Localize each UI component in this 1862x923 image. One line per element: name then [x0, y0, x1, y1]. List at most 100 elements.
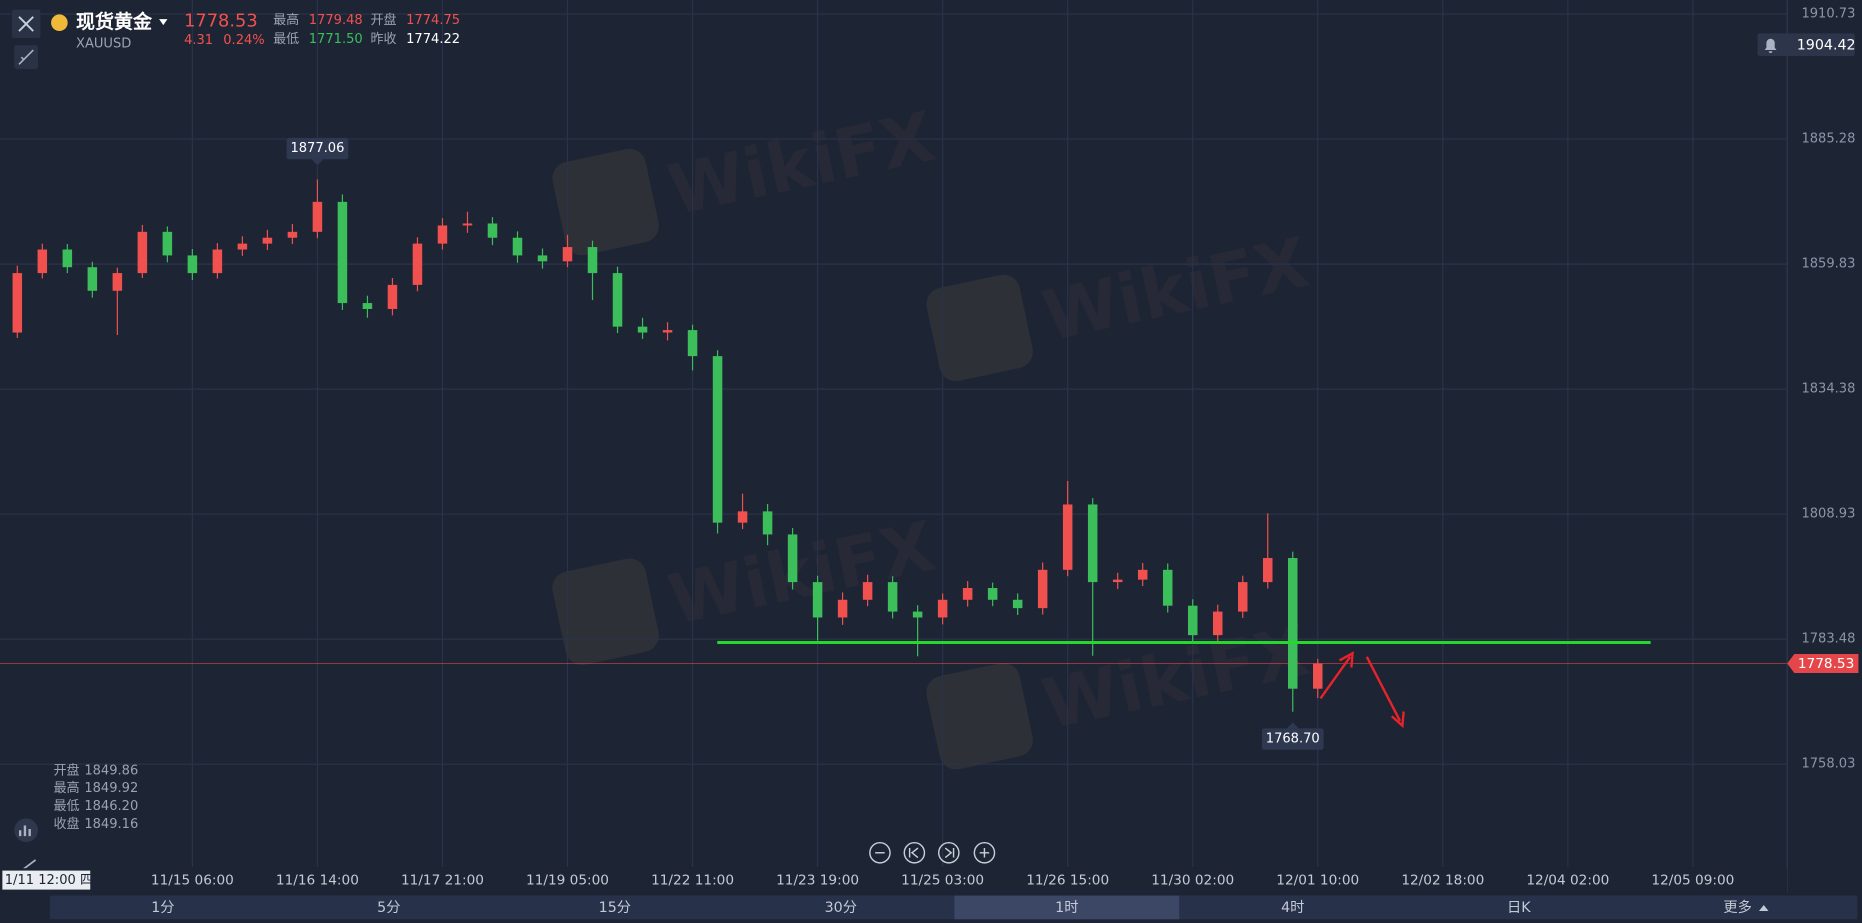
x-tick-label: 11/26 15:00: [1026, 873, 1109, 889]
timeframe-tab[interactable]: 1分: [151, 899, 174, 916]
high-label: 1877.06: [290, 141, 344, 156]
timeframe-bar: [49, 895, 1858, 920]
candle-body: [1087, 504, 1098, 583]
stat-label: 最高: [273, 12, 299, 28]
stat-value: 1774.75: [406, 13, 460, 28]
stat-label: 昨收: [371, 32, 397, 47]
candle-body: [687, 330, 698, 357]
x-tick-label: 11/30 02:00: [1151, 873, 1234, 889]
header: 现货黄金 XAUUSD 1778.53 4.31 0.24% 最高 1779.4…: [11, 9, 460, 70]
zoom-controls: [869, 841, 996, 864]
candle-body: [1212, 611, 1223, 636]
timeframe-tab[interactable]: 15分: [599, 899, 631, 916]
plot: 1877.06 1768.70: [0, 137, 1788, 750]
watermark-emblem: [926, 274, 1033, 382]
candle-body: [362, 303, 373, 309]
candle-body: [237, 243, 248, 250]
price-tag: [1787, 654, 1859, 674]
readout-value: 1849.16: [84, 817, 138, 832]
candle-body: [1263, 558, 1273, 583]
candle-body: [587, 247, 598, 274]
candle-body: [1237, 582, 1248, 612]
label-box: [1261, 728, 1324, 750]
zoom-out[interactable]: [869, 841, 891, 864]
icon: [944, 847, 955, 859]
candle-body: [737, 511, 748, 523]
timeframe-tabs: 1分 5分 15分 30分 1时 4时 日K 更多: [151, 895, 1769, 920]
y-tick-label: 1834.38: [1801, 382, 1855, 397]
stat-label: 最低: [273, 32, 299, 47]
x-tick-label: 11/22 11:00: [651, 873, 734, 889]
readout-label: 收盘: [53, 816, 79, 832]
y-tick-label: 1910.73: [1801, 7, 1855, 22]
x-tick-label: 11/23 19:00: [776, 873, 859, 889]
candle-body: [887, 582, 898, 612]
candle-body: [387, 284, 398, 309]
candle-body: [512, 237, 523, 256]
candle-body: [37, 249, 48, 274]
timeframe-tab[interactable]: 日K: [1507, 900, 1531, 916]
readout-label: 最低: [53, 799, 79, 814]
candle-body: [537, 255, 548, 262]
candle-body: [862, 582, 873, 600]
dropdown-caret[interactable]: [159, 19, 168, 26]
readout-value: 1849.92: [84, 781, 138, 796]
candle-body: [1062, 504, 1073, 570]
candle-body: [212, 249, 223, 274]
candle-body: [12, 273, 23, 333]
arrow-head: [1338, 651, 1354, 668]
candle-body: [1162, 569, 1173, 606]
readout-label: 最高: [53, 780, 79, 796]
candle-body: [187, 255, 198, 274]
candle-body: [787, 534, 798, 583]
readout-value: 1849.86: [84, 763, 138, 778]
x-tick-label: 12/04 02:00: [1526, 873, 1609, 889]
stat-label: 开盘: [371, 12, 397, 28]
more-caret: [1758, 905, 1769, 911]
arrow-down: [1365, 656, 1402, 722]
timeframe-tab[interactable]: 1时: [1055, 899, 1078, 916]
candle-body: [562, 247, 573, 262]
candle-body: [962, 587, 973, 600]
y-tick-label: 1783.48: [1801, 632, 1855, 647]
scroll-start[interactable]: [903, 841, 926, 864]
candle-body: [987, 587, 998, 600]
candle-body: [912, 611, 923, 618]
stat-value: 1771.50: [309, 32, 363, 47]
tab-active[interactable]: [954, 895, 1180, 920]
watermark-emblem: [552, 148, 659, 256]
candle-body: [937, 599, 948, 618]
candle-body: [1313, 663, 1323, 689]
instrument-name[interactable]: 现货黄金: [76, 10, 153, 33]
timeframe-tab[interactable]: 5分: [377, 899, 400, 916]
timeframe-tab[interactable]: 4时: [1281, 899, 1304, 916]
gold-icon: [51, 14, 68, 32]
y-tick-label: 1859.83: [1801, 257, 1855, 272]
timeframe-tab[interactable]: 更多: [1723, 899, 1752, 916]
icon: [979, 848, 990, 858]
draw-icon: [18, 49, 34, 65]
candle-body: [837, 599, 848, 618]
x-tick-label: 12/05 09:00: [1651, 873, 1734, 889]
alert-price: 1904.42: [1797, 37, 1856, 53]
candle-body: [612, 273, 623, 327]
change-pct: 0.24%: [223, 33, 264, 48]
candle-body: [287, 231, 298, 238]
candle-body: [1012, 599, 1023, 609]
readout-value: 1846.20: [84, 799, 138, 814]
x-axis: 11/15 06:00 11/16 14:00 11/17 21:00 11/19 0…: [151, 873, 1734, 889]
candle-body: [662, 330, 673, 333]
zoom-in[interactable]: [973, 841, 996, 864]
stat-value: 1779.48: [309, 13, 363, 28]
watermark-emblem: [552, 558, 659, 665]
x-tick-label: 12/02 18:00: [1401, 873, 1484, 889]
alert[interactable]: 1904.42: [1757, 33, 1856, 56]
scroll-end[interactable]: [938, 841, 960, 864]
y-tick-label: 1808.93: [1801, 507, 1855, 522]
alert-box[interactable]: [1757, 33, 1855, 56]
x-tick-label: 12/01 10:00: [1276, 873, 1359, 889]
candle-body: [437, 225, 448, 244]
watermark-emblem: [926, 662, 1033, 770]
timeframe-tab[interactable]: 30分: [825, 899, 857, 916]
candle-body: [312, 201, 323, 232]
